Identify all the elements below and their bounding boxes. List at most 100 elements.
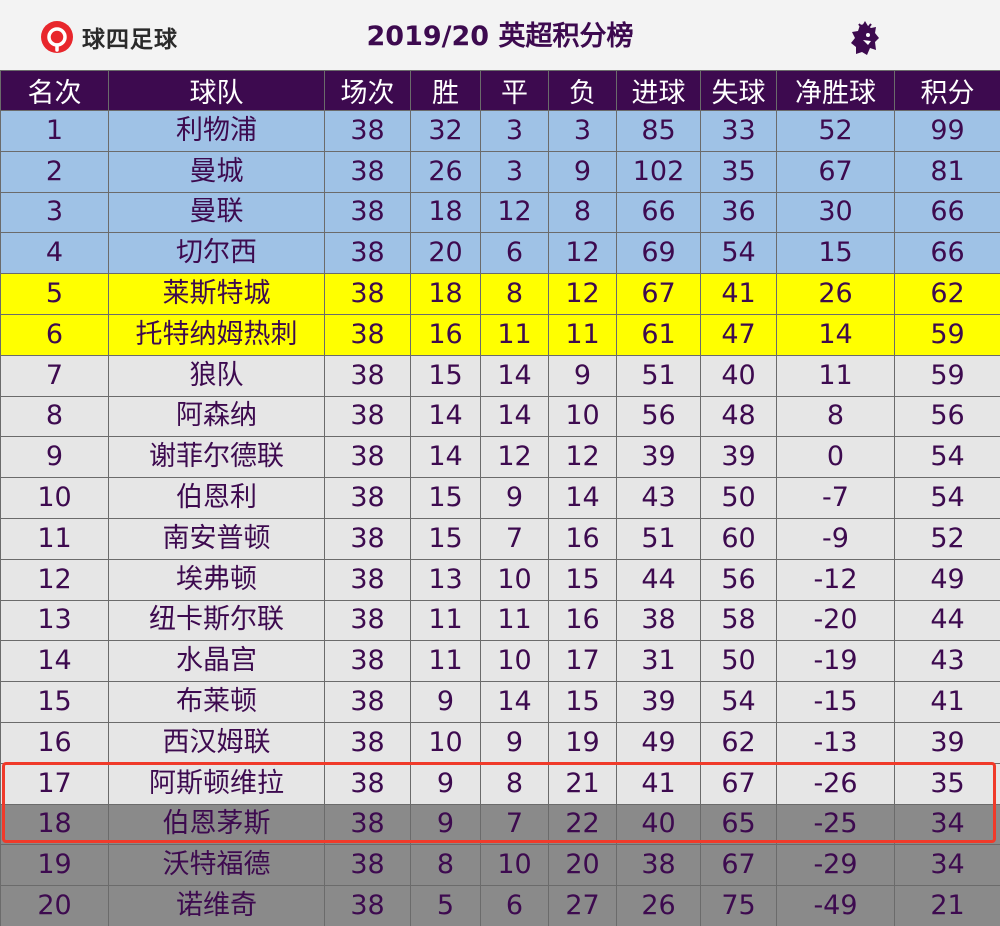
table-row: 18 伯恩茅斯 38 9 7 22 40 65 -25 34: [0, 803, 1000, 846]
goal-diff-cell: 67: [776, 150, 895, 193]
drawn-cell: 7: [480, 803, 549, 846]
lost-cell: 17: [548, 640, 617, 683]
goal-diff-cell: -7: [776, 477, 895, 519]
table-row: 20 诺维奇 38 5 6 27 26 75 -49 21: [0, 885, 1000, 926]
points-cell: 49: [894, 558, 1000, 601]
lost-cell: 12: [548, 436, 617, 479]
goal-diff-cell: -12: [776, 558, 895, 601]
table-row: 11 南安普顿 38 15 7 16 51 60 -9 52: [0, 517, 1000, 560]
goal-diff-cell: -9: [776, 517, 895, 560]
goals-against-cell: 62: [700, 721, 777, 764]
lost-header: 负: [548, 70, 617, 111]
goals-against-cell: 36: [700, 191, 777, 234]
brand-logo: 球四足球: [40, 20, 178, 54]
played-cell: 38: [324, 762, 411, 805]
team-cell: 埃弗顿: [108, 558, 325, 601]
drawn-cell: 12: [480, 191, 549, 234]
points-cell: 34: [894, 844, 1000, 887]
played-cell: 38: [324, 191, 411, 234]
team-cell: 利物浦: [108, 110, 325, 152]
team-cell: 沃特福德: [108, 844, 325, 887]
table-row: 12 埃弗顿 38 13 10 15 44 56 -12 49: [0, 558, 1000, 601]
team-cell: 诺维奇: [108, 885, 325, 926]
rank-cell: 1: [0, 110, 109, 152]
lost-cell: 15: [548, 558, 617, 601]
played-cell: 38: [324, 681, 411, 723]
goals-against-cell: 67: [700, 762, 777, 805]
table-row: 19 沃特福德 38 8 10 20 38 67 -29 34: [0, 844, 1000, 887]
drawn-cell: 14: [480, 681, 549, 723]
drawn-cell: 8: [480, 273, 549, 315]
played-cell: 38: [324, 517, 411, 560]
goals-for-cell: 69: [616, 232, 701, 275]
table-header-row: 名次 球队 场次胜平负进球 失球 净胜球 积分: [0, 70, 1000, 111]
rank-cell: 9: [0, 436, 109, 479]
goals-for-cell: 51: [616, 354, 701, 397]
goals-for-cell: 44: [616, 558, 701, 601]
points-cell: 44: [894, 599, 1000, 642]
drawn-cell: 6: [480, 885, 549, 926]
goal-diff-cell: -19: [776, 640, 895, 683]
table-row: 1 利物浦 38 32 3 3 85 33 52 99: [0, 110, 1000, 152]
drawn-cell: 10: [480, 558, 549, 601]
drawn-cell: 12: [480, 436, 549, 479]
team-cell: 狼队: [108, 354, 325, 397]
goals-against-cell: 48: [700, 395, 777, 438]
team-cell: 水晶宫: [108, 640, 325, 683]
points-cell: 21: [894, 885, 1000, 926]
goals-against-cell: 60: [700, 517, 777, 560]
won-cell: 26: [410, 150, 481, 193]
goals-against-cell: 40: [700, 354, 777, 397]
lost-cell: 10: [548, 395, 617, 438]
goals-against-cell: 50: [700, 477, 777, 519]
goals-for-cell: 39: [616, 681, 701, 723]
goal-diff-cell: 0: [776, 436, 895, 479]
lost-cell: 9: [548, 150, 617, 193]
table-row: 14 水晶宫 38 11 10 17 31 50 -19 43: [0, 640, 1000, 683]
lost-cell: 12: [548, 232, 617, 275]
played-cell: 38: [324, 640, 411, 683]
top-bar: 球四足球 2019/20 英超积分榜: [0, 0, 1000, 70]
lost-cell: 22: [548, 803, 617, 846]
standings-table: 名次 球队 场次胜平负进球 失球 净胜球 积分 1 利物浦 38 32 3 3 85 33 52 99 2 曼城…: [0, 70, 1000, 926]
won-cell: 9: [410, 762, 481, 805]
team-cell: 托特纳姆热刺: [108, 313, 325, 356]
table-row: 2 曼城 38 26 3 9 102 35 67 81: [0, 150, 1000, 193]
played-cell: 38: [324, 721, 411, 764]
goals-against-cell: 56: [700, 558, 777, 601]
drawn-cell: 9: [480, 721, 549, 764]
rank-cell: 19: [0, 844, 109, 887]
team-cell: 纽卡斯尔联: [108, 599, 325, 642]
points-cell: 52: [894, 517, 1000, 560]
points-cell: 59: [894, 313, 1000, 356]
won-cell: 20: [410, 232, 481, 275]
played-cell: 38: [324, 885, 411, 926]
drawn-cell: 11: [480, 313, 549, 356]
rank-cell: 20: [0, 885, 109, 926]
played-cell: 38: [324, 313, 411, 356]
goal-diff-cell: -15: [776, 681, 895, 723]
rank-cell: 12: [0, 558, 109, 601]
rank-cell: 15: [0, 681, 109, 723]
rank-cell: 5: [0, 273, 109, 315]
played-cell: 38: [324, 558, 411, 601]
goals-for-cell: 66: [616, 191, 701, 234]
drawn-cell: 3: [480, 110, 549, 152]
won-cell: 9: [410, 681, 481, 723]
table-row: 6 托特纳姆热刺 38 16 11 11 61 47 14 59: [0, 313, 1000, 356]
team-cell: 伯恩茅斯: [108, 803, 325, 846]
goal-diff-cell: 15: [776, 232, 895, 275]
rank-header: 名次: [0, 70, 109, 111]
lost-cell: 27: [548, 885, 617, 926]
played-cell: 38: [324, 844, 411, 887]
won-cell: 14: [410, 395, 481, 438]
won-cell: 10: [410, 721, 481, 764]
played-cell: 38: [324, 803, 411, 846]
drawn-cell: 14: [480, 395, 549, 438]
goals-against-cell: 67: [700, 844, 777, 887]
premier-league-lion-icon: [851, 21, 879, 55]
goals-against-cell: 58: [700, 599, 777, 642]
won-cell: 32: [410, 110, 481, 152]
goals-against-cell: 33: [700, 110, 777, 152]
drawn-cell: 7: [480, 517, 549, 560]
